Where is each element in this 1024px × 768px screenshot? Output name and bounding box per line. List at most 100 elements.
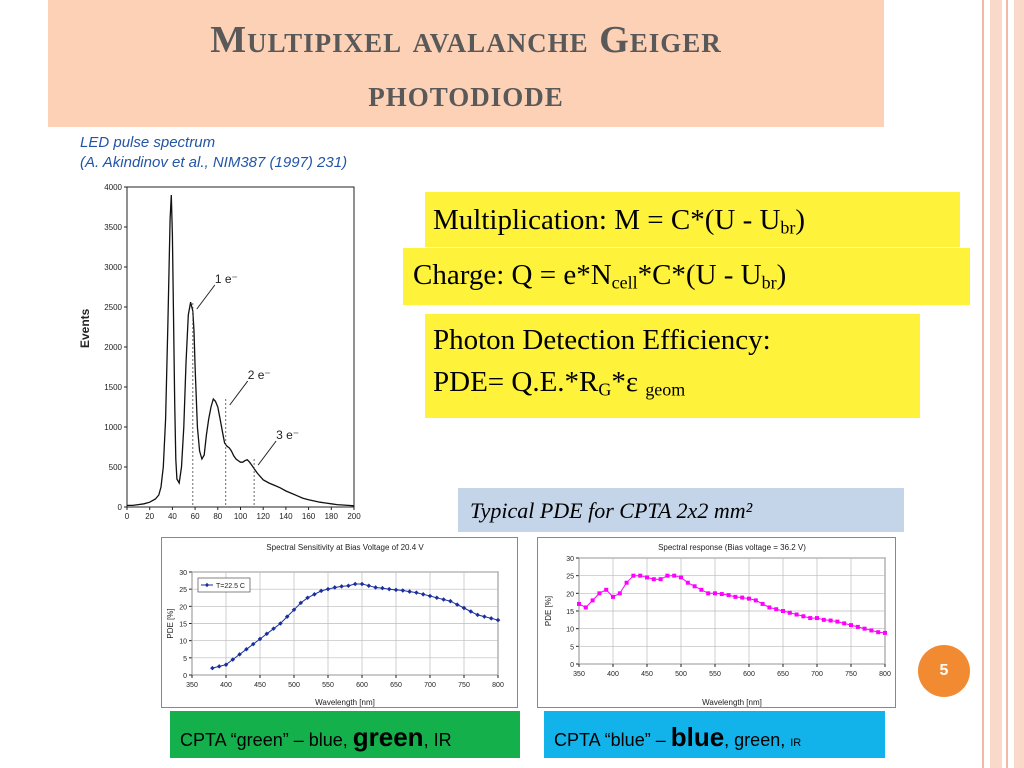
x-tick-label: 450	[641, 671, 653, 678]
x-tick-label: 400	[607, 671, 619, 678]
x-tick-label: 700	[424, 682, 436, 689]
data-point	[672, 573, 677, 578]
x-tick-label: 350	[186, 682, 198, 689]
pde-formula-box: Photon Detection Efficiency: PDE= Q.E.*R…	[425, 314, 920, 418]
data-point	[855, 624, 860, 629]
data-point	[828, 618, 833, 623]
data-point	[801, 614, 806, 619]
data-point	[713, 591, 717, 596]
data-point	[393, 587, 399, 593]
x-tick-label: 0	[125, 512, 130, 521]
data-point	[760, 601, 765, 606]
data-point	[808, 616, 813, 621]
y-tick-label: 1500	[104, 383, 122, 392]
y-axis-label: PDE [%]	[544, 596, 553, 626]
y-tick-label: 30	[179, 570, 187, 577]
pde-formula-mid: *ε	[611, 366, 646, 398]
led-caption-title: LED pulse spectrum	[80, 134, 216, 151]
data-point	[278, 621, 283, 626]
x-axis-label: Wavelength [nm]	[315, 698, 375, 707]
decor-stripe	[1006, 0, 1008, 768]
data-point	[699, 587, 704, 592]
y-tick-label: 25	[179, 587, 187, 594]
x-tick-label: 650	[390, 682, 402, 689]
x-tick-label: 700	[811, 671, 823, 678]
blue-cpta-label: CPTA “blue” – blue, green, IR	[544, 711, 885, 758]
data-point	[849, 623, 853, 628]
data-point	[597, 591, 602, 596]
data-point	[617, 591, 622, 596]
pde-caption-box: Typical PDE for CPTA 2x2 mm²	[458, 488, 904, 532]
green-label-emph: green	[352, 722, 424, 752]
slide-title-line1: Multipixel avalanche Geiger	[210, 19, 722, 61]
x-tick-label: 600	[356, 682, 368, 689]
charge-formula-box: Charge: Q = e*Ncell*C*(U - Ubr)	[403, 248, 970, 305]
data-point	[869, 628, 874, 633]
annotation-arrow	[229, 380, 249, 406]
x-tick-label: 80	[213, 512, 222, 521]
data-point	[624, 580, 629, 585]
data-point	[862, 626, 867, 631]
multiplication-formula-box: Multiplication: M = C*(U - Ubr)	[425, 192, 960, 247]
formula-subscript: geom	[645, 379, 686, 400]
blue-label-mid: , green,	[724, 730, 791, 750]
title-banner: Multipixel avalanche Geiger photodiode	[48, 0, 884, 127]
data-point	[842, 621, 847, 626]
x-tick-label: 550	[709, 671, 721, 678]
data-point	[665, 573, 670, 578]
data-point	[645, 575, 649, 580]
data-point	[794, 612, 799, 617]
data-point	[821, 617, 826, 622]
x-tick-label: 450	[254, 682, 266, 689]
x-tick-label: 600	[743, 671, 755, 678]
pde-formula: PDE= Q.E.*R	[433, 366, 599, 398]
y-tick-label: 0	[570, 662, 574, 669]
y-tick-label: 3500	[104, 223, 122, 232]
formula-close: )	[795, 204, 806, 236]
charge-formula-mid: *C*(U - U	[637, 259, 762, 291]
x-tick-label: 750	[458, 682, 470, 689]
decor-stripe	[990, 0, 1002, 768]
y-tick-label: 2500	[104, 303, 122, 312]
annotation-label: 3 e⁻	[276, 428, 299, 442]
x-tick-label: 400	[220, 682, 232, 689]
annotation-arrow	[196, 284, 216, 310]
data-point	[815, 616, 819, 621]
data-point	[631, 573, 636, 578]
chart-title: Spectral Sensitivity at Bias Voltage of …	[266, 543, 424, 552]
led-caption-citation: (A. Akindinov et al., NIM387 (1997) 231)	[80, 154, 348, 171]
legend-box	[197, 577, 251, 593]
plot-area	[126, 186, 355, 508]
data-point	[651, 577, 656, 582]
blue-label-ir: IR	[790, 737, 802, 749]
data-point	[692, 584, 697, 589]
data-point	[230, 657, 236, 662]
slide-title-line2: photodiode	[368, 73, 564, 115]
blue-cpta-pde-chart: 0 5 10 15 20 25 30 350 400 450 500 550 600 650 700 750 8…	[537, 537, 896, 708]
data-point	[366, 583, 372, 588]
formula-subscript: br	[761, 272, 777, 293]
series-line	[127, 194, 355, 507]
decor-stripe	[982, 0, 984, 768]
y-tick-label: 5	[183, 656, 187, 663]
annotation-label: 2 e⁻	[248, 368, 271, 382]
pde-caption: Typical PDE for CPTA 2x2 mm²	[470, 498, 753, 523]
data-point	[590, 598, 595, 603]
formula-subscript: G	[598, 379, 612, 400]
y-tick-label: 20	[566, 591, 574, 598]
led-y-axis-label: Events	[78, 308, 92, 348]
x-tick-label: 180	[325, 512, 339, 521]
data-point	[679, 575, 683, 580]
x-tick-label: 140	[279, 512, 293, 521]
y-tick-label: 0	[118, 503, 123, 512]
y-tick-label: 10	[179, 639, 187, 646]
data-point	[733, 594, 738, 599]
y-tick-label: 30	[566, 556, 574, 563]
chart-frame	[161, 537, 518, 708]
data-point	[638, 573, 643, 578]
x-tick-label: 350	[573, 671, 585, 678]
data-point	[583, 605, 588, 610]
series-line	[578, 575, 886, 634]
data-point	[876, 630, 881, 635]
y-tick-label: 5	[570, 644, 574, 651]
